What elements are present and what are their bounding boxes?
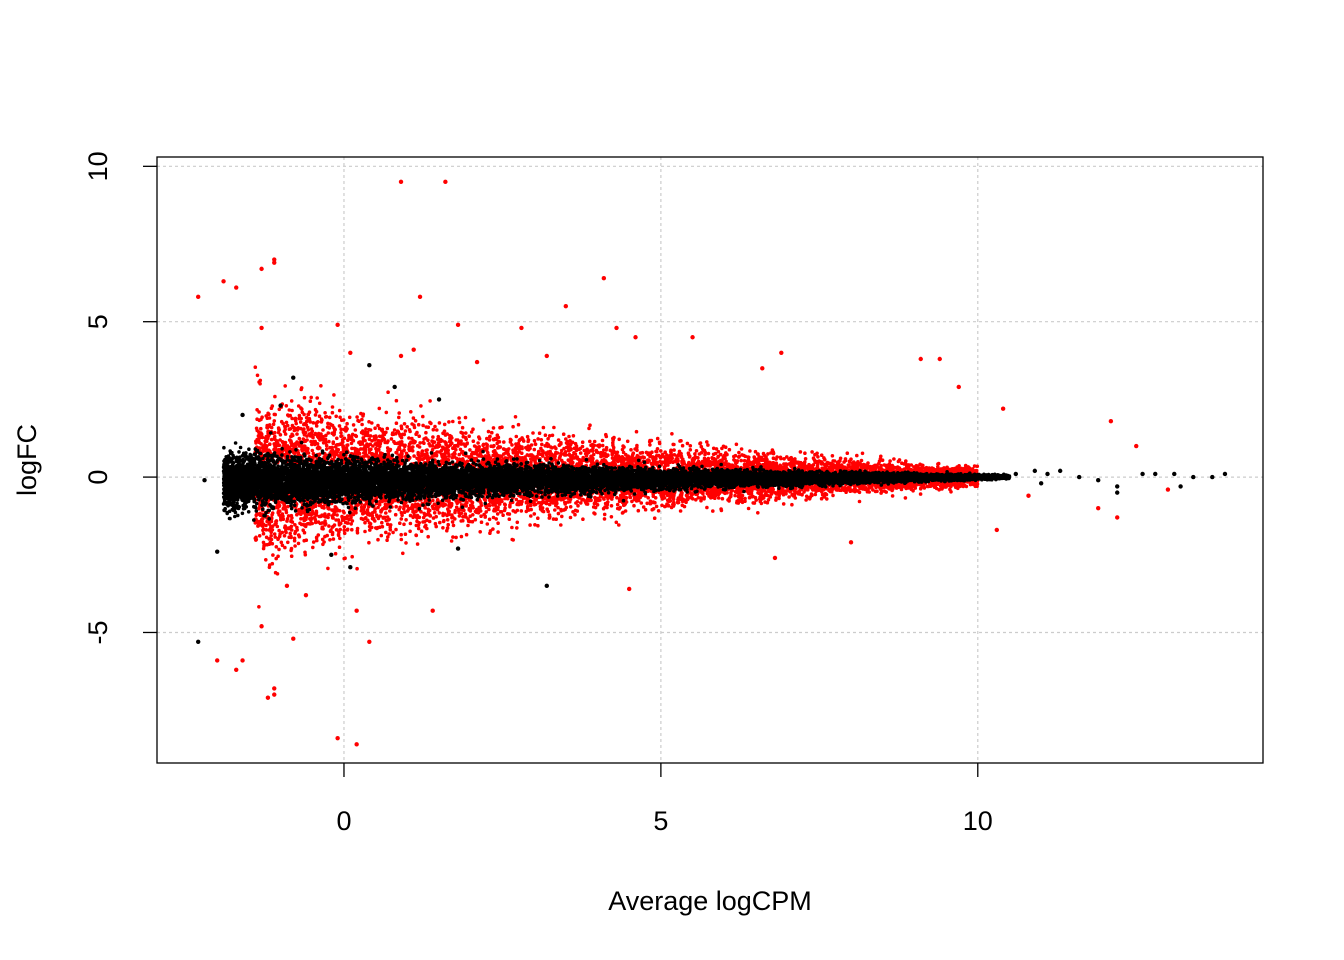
data-point — [348, 350, 353, 355]
data-point — [303, 592, 309, 598]
data-point — [1038, 481, 1044, 486]
data-point — [272, 692, 277, 697]
y-tick-label: 5 — [83, 314, 113, 329]
data-point — [544, 583, 549, 589]
y-tick-label: 0 — [83, 470, 113, 485]
data-point — [417, 294, 423, 300]
data-point — [937, 356, 942, 362]
y-tick-label: -5 — [83, 620, 113, 644]
data-point — [278, 403, 283, 408]
data-point — [392, 384, 397, 390]
plot-frame — [156, 156, 1264, 764]
data-point — [354, 608, 359, 613]
data-point — [1115, 490, 1120, 495]
y-tick-label: 10 — [83, 151, 113, 181]
data-point — [335, 322, 340, 328]
data-point — [272, 686, 277, 691]
data-point — [367, 639, 372, 644]
data-point — [1096, 478, 1101, 483]
data-point — [1222, 471, 1228, 477]
data-point — [259, 266, 264, 272]
y-axis-label: logFC — [12, 424, 42, 496]
data-point — [1165, 487, 1171, 492]
x-tick-label: 10 — [963, 806, 993, 836]
data-point — [215, 549, 220, 554]
x-tick-label: 0 — [336, 806, 351, 836]
data-point — [1000, 406, 1006, 411]
data-point — [1032, 468, 1038, 474]
data-point — [240, 658, 245, 663]
data-point — [474, 359, 480, 365]
data-point — [221, 279, 226, 284]
data-point — [1153, 471, 1158, 477]
data-point — [234, 285, 239, 290]
data-point — [1115, 515, 1120, 520]
data-point — [443, 179, 448, 185]
data-point — [259, 624, 264, 629]
data-point — [348, 565, 353, 570]
data-point — [614, 325, 619, 331]
data-point — [335, 735, 340, 741]
data-point — [195, 294, 201, 300]
data-point — [329, 552, 334, 557]
data-point — [265, 695, 271, 700]
data-point — [284, 583, 290, 589]
data-point — [760, 366, 765, 371]
data-point — [234, 667, 239, 672]
data-point — [633, 335, 638, 340]
data-point — [240, 412, 245, 418]
data-point — [1096, 505, 1101, 511]
data-point — [1178, 484, 1183, 489]
outlier-points — [195, 179, 1228, 747]
data-point — [291, 636, 296, 641]
data-point — [367, 363, 372, 368]
data-point — [1076, 474, 1082, 480]
data-point — [690, 335, 695, 340]
x-axis-label: Average logCPM — [608, 886, 812, 916]
data-point — [1140, 471, 1145, 477]
data-point — [519, 325, 524, 331]
data-point — [195, 639, 201, 644]
data-point — [455, 322, 461, 328]
data-point — [1013, 471, 1019, 477]
axes: 0 5 10 -5 0 5 10 — [83, 151, 993, 836]
data-point — [1045, 471, 1050, 477]
point-band-not_significant — [221, 431, 1012, 522]
data-point — [1134, 443, 1139, 449]
data-point — [563, 303, 569, 309]
data-point — [430, 608, 435, 613]
data-point — [1115, 484, 1120, 489]
point-cloud — [221, 365, 1012, 609]
data-point — [1210, 474, 1215, 480]
data-point — [455, 546, 461, 551]
data-point — [994, 474, 999, 480]
data-point — [994, 527, 999, 533]
data-point — [779, 350, 784, 355]
data-point — [398, 179, 404, 185]
data-point — [291, 375, 296, 380]
data-point — [202, 478, 207, 483]
data-point — [272, 260, 277, 265]
x-tick-label: 5 — [653, 806, 668, 836]
data-point — [1026, 493, 1031, 498]
data-point — [1057, 468, 1063, 474]
data-point — [956, 384, 961, 390]
data-point — [626, 586, 632, 592]
data-point — [354, 742, 359, 747]
data-point — [272, 257, 277, 262]
data-point — [411, 347, 416, 352]
data-point — [772, 555, 778, 561]
data-point — [1108, 418, 1114, 424]
data-point — [1172, 471, 1177, 477]
data-point — [918, 356, 923, 362]
data-point — [259, 325, 264, 331]
data-point — [398, 353, 404, 359]
data-point — [1191, 474, 1196, 480]
data-point — [215, 658, 220, 663]
data-point — [544, 353, 549, 359]
data-point — [601, 276, 607, 281]
data-point — [436, 397, 442, 402]
data-point — [848, 540, 854, 545]
